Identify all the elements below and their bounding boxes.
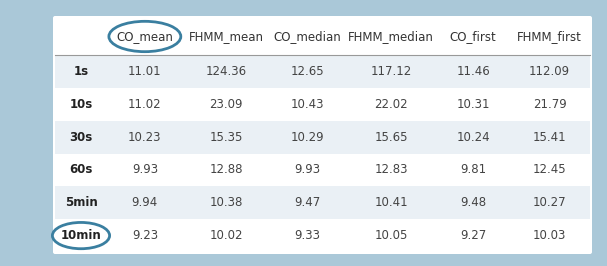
- Text: 10.23: 10.23: [128, 131, 161, 144]
- Text: 112.09: 112.09: [529, 65, 570, 78]
- FancyBboxPatch shape: [53, 16, 592, 254]
- Text: CO_mean: CO_mean: [117, 30, 173, 43]
- Text: 117.12: 117.12: [370, 65, 412, 78]
- Text: 11.46: 11.46: [456, 65, 490, 78]
- Text: 9.33: 9.33: [294, 229, 320, 242]
- Text: 22.02: 22.02: [375, 98, 408, 111]
- Text: 124.36: 124.36: [205, 65, 246, 78]
- Text: 10.41: 10.41: [375, 196, 408, 209]
- Text: 12.45: 12.45: [533, 163, 566, 176]
- Text: 9.27: 9.27: [460, 229, 486, 242]
- Bar: [55, 55, 590, 88]
- Text: 15.41: 15.41: [533, 131, 566, 144]
- Text: 12.65: 12.65: [290, 65, 324, 78]
- Text: 9.93: 9.93: [132, 163, 158, 176]
- Text: 9.94: 9.94: [132, 196, 158, 209]
- Text: 11.01: 11.01: [128, 65, 161, 78]
- Text: FHMM_mean: FHMM_mean: [188, 30, 263, 43]
- Text: 15.35: 15.35: [209, 131, 243, 144]
- Text: 10.38: 10.38: [209, 196, 243, 209]
- Bar: [55, 121, 590, 153]
- Text: 9.48: 9.48: [460, 196, 486, 209]
- Text: 10.43: 10.43: [290, 98, 324, 111]
- Text: 15.65: 15.65: [375, 131, 408, 144]
- Text: 21.79: 21.79: [533, 98, 566, 111]
- Text: 9.47: 9.47: [294, 196, 320, 209]
- Text: 30s: 30s: [69, 131, 93, 144]
- Text: FHMM_median: FHMM_median: [348, 30, 434, 43]
- Text: CO_first: CO_first: [450, 30, 497, 43]
- Text: 10.31: 10.31: [456, 98, 490, 111]
- Text: 10.27: 10.27: [533, 196, 566, 209]
- Text: 10.29: 10.29: [290, 131, 324, 144]
- Text: 12.88: 12.88: [209, 163, 243, 176]
- Text: 10.02: 10.02: [209, 229, 243, 242]
- Text: 11.02: 11.02: [128, 98, 161, 111]
- Bar: [55, 186, 590, 219]
- Text: 5min: 5min: [64, 196, 97, 209]
- Text: 10.03: 10.03: [533, 229, 566, 242]
- Text: 10s: 10s: [69, 98, 93, 111]
- Text: 10min: 10min: [61, 229, 101, 242]
- Text: 10.24: 10.24: [456, 131, 490, 144]
- Text: 9.81: 9.81: [460, 163, 486, 176]
- Text: 23.09: 23.09: [209, 98, 243, 111]
- Text: 9.23: 9.23: [132, 229, 158, 242]
- Bar: [55, 219, 590, 252]
- Text: 10.05: 10.05: [375, 229, 408, 242]
- Text: 9.93: 9.93: [294, 163, 320, 176]
- Text: 1s: 1s: [73, 65, 89, 78]
- Text: 12.83: 12.83: [375, 163, 408, 176]
- Text: CO_median: CO_median: [273, 30, 341, 43]
- Bar: [55, 88, 590, 121]
- Text: 60s: 60s: [69, 163, 93, 176]
- Text: FHMM_first: FHMM_first: [517, 30, 582, 43]
- Bar: [55, 153, 590, 186]
